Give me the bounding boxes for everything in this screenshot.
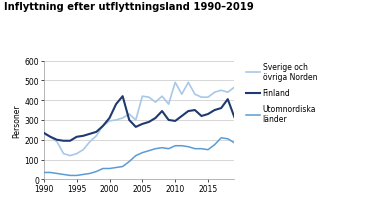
Legend: Sverige och
övriga Norden, Finland, Utomnordiska
länder: Sverige och övriga Norden, Finland, Utom… bbox=[246, 63, 317, 124]
Y-axis label: Personer: Personer bbox=[13, 104, 22, 137]
Text: Inflyttning efter utflyttningsland 1990–2019: Inflyttning efter utflyttningsland 1990–… bbox=[4, 2, 254, 12]
